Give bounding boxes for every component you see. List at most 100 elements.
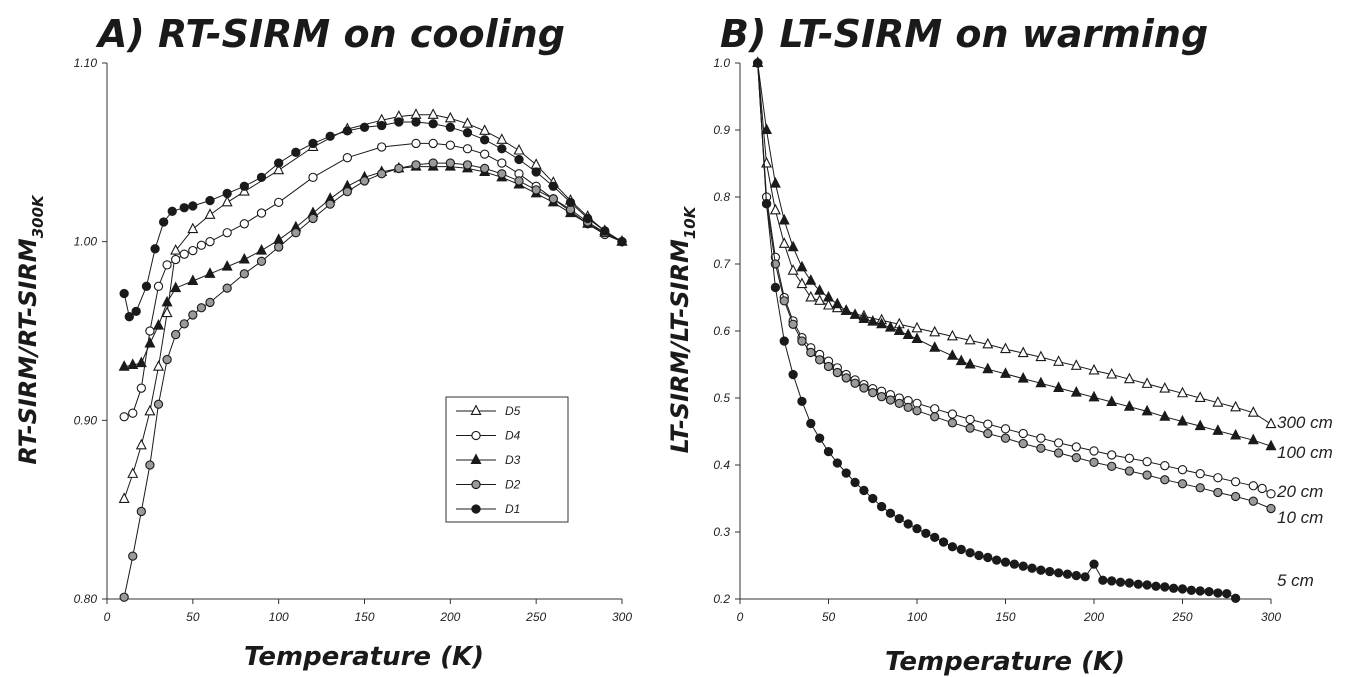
data-point — [823, 361, 834, 372]
data-point — [428, 119, 438, 129]
panel-a: A) RT-SIRM on cooling Temperature (K) RT… — [14, 12, 632, 672]
data-point — [956, 544, 966, 555]
data-point — [256, 172, 267, 182]
data-point — [769, 177, 781, 188]
data-point — [1107, 461, 1117, 471]
data-point — [141, 281, 152, 291]
data-point — [196, 240, 207, 250]
series-20-cm — [753, 58, 1276, 499]
data-point — [1071, 442, 1081, 452]
legend-label: D3 — [505, 453, 521, 467]
data-point — [1266, 503, 1276, 514]
data-point — [600, 226, 610, 236]
series-label-20-cm: 20 cm — [1276, 482, 1323, 501]
panel-b-y-axis-label-subscript: 10K — [681, 205, 699, 239]
data-point — [1257, 483, 1267, 494]
data-point — [411, 138, 421, 149]
data-point — [921, 528, 931, 538]
series-100-cm — [752, 56, 1277, 451]
data-point — [171, 329, 181, 340]
data-point — [342, 186, 352, 197]
data-point — [1177, 465, 1188, 475]
data-point — [1027, 563, 1037, 573]
data-point — [530, 158, 542, 169]
data-point — [832, 458, 842, 468]
data-point — [153, 281, 164, 291]
data-point — [868, 493, 878, 504]
data-point — [982, 362, 994, 374]
series-line — [124, 166, 623, 368]
y-tick-label: 1.10 — [74, 56, 98, 70]
data-point — [127, 467, 139, 478]
data-point — [497, 144, 507, 154]
data-point — [787, 240, 799, 252]
data-point — [788, 369, 798, 380]
data-point — [930, 412, 940, 422]
data-point — [1169, 583, 1179, 593]
data-point — [445, 122, 455, 132]
legend-label: D2 — [505, 478, 521, 492]
data-point — [1230, 491, 1241, 502]
data-point — [965, 414, 975, 425]
data-point — [1000, 433, 1011, 443]
data-point — [965, 548, 975, 558]
data-point — [1098, 575, 1108, 585]
data-point — [205, 237, 215, 247]
data-point — [1248, 496, 1258, 506]
data-point — [753, 58, 763, 68]
data-point — [135, 438, 147, 450]
data-point — [1018, 561, 1028, 571]
data-point — [179, 203, 189, 213]
data-point — [814, 284, 826, 295]
data-point — [162, 260, 172, 270]
data-point — [1213, 487, 1223, 498]
data-point — [480, 149, 490, 159]
data-point — [127, 358, 139, 369]
data-point — [136, 383, 146, 393]
data-point — [1176, 386, 1189, 398]
data-point — [1089, 446, 1099, 456]
y-tick-label: 0.7 — [713, 257, 731, 271]
data-point — [815, 355, 825, 365]
x-tick-label: 50 — [186, 610, 200, 624]
data-point — [1151, 581, 1161, 591]
data-point — [1124, 578, 1135, 588]
y-tick-label: 0.6 — [713, 324, 730, 338]
data-point — [1177, 584, 1188, 594]
panel-a-y-axis-label-subscript: 300K — [29, 194, 47, 238]
data-point — [273, 163, 285, 175]
data-point — [187, 274, 199, 285]
data-point — [531, 185, 541, 195]
data-point — [1142, 580, 1152, 590]
legend-item: D1 — [456, 502, 520, 516]
data-point — [841, 373, 851, 383]
data-point — [273, 233, 285, 244]
data-point — [1124, 453, 1135, 463]
data-point — [119, 592, 129, 602]
data-point — [822, 298, 835, 310]
data-point — [462, 144, 473, 154]
data-point — [394, 163, 404, 174]
data-point — [859, 485, 869, 496]
series-d4 — [119, 138, 627, 422]
data-point — [342, 126, 352, 136]
panel-a-x-axis-label: Temperature (K) — [244, 642, 484, 672]
data-point — [170, 244, 182, 255]
data-point — [1212, 424, 1224, 435]
data-point — [894, 513, 904, 524]
data-point — [1088, 363, 1100, 375]
panel-a-y-axis-label-main: RT-SIRM/RT-SIRM — [14, 238, 42, 464]
data-point — [982, 337, 994, 349]
data-point — [787, 264, 799, 275]
data-point — [983, 419, 993, 429]
data-point — [1115, 577, 1126, 587]
data-point — [548, 181, 558, 191]
x-tick-label: 300 — [1261, 610, 1281, 624]
data-point — [778, 213, 790, 225]
series-label-5-cm: 5 cm — [1277, 571, 1314, 590]
x-tick-label: 0 — [737, 610, 744, 624]
data-point — [1053, 568, 1064, 578]
data-point — [947, 542, 958, 552]
data-point — [204, 208, 216, 219]
